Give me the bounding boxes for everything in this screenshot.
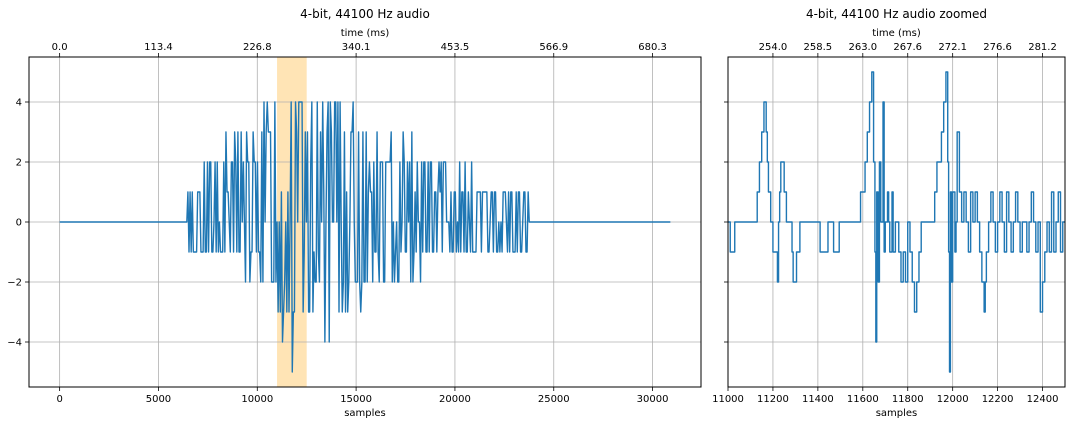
y-tick-label: −4	[7, 338, 22, 349]
x-tick-label: 30000	[637, 394, 669, 405]
top-axis-label: time (ms)	[341, 28, 390, 39]
chart-title: 4-bit, 44100 Hz audio zoomed	[806, 7, 987, 21]
y-tick-label: −2	[7, 278, 22, 289]
zoomed-waveform-chart: 11000 11200 11400 11600 11800 12000 12200 12400…	[712, 7, 1066, 419]
waveform-series	[728, 71, 1065, 373]
waveform-series	[59, 101, 671, 373]
top-tick-label: 0.0	[52, 42, 68, 53]
top-tick-label: 680.3	[638, 42, 667, 53]
top-tick-label: 263.0	[848, 42, 877, 53]
top-tick-label: 453.5	[441, 42, 470, 53]
x-tick-label: 20000	[439, 394, 471, 405]
x-tick-label: 11400	[802, 394, 834, 405]
main-waveform-chart: 0 5000 10000 15000 20000 25000 30000 −4 −2 0 2 4 0…	[7, 7, 702, 419]
top-tick-label: 340.1	[342, 42, 371, 53]
top-axis-ticks: 0.0 113.4 226.8 340.1 453.5 566.9 680.3	[52, 42, 667, 57]
x-axis-label: samples	[344, 408, 386, 419]
series-line	[59, 101, 671, 373]
x-axis-ticks: 0 5000 10000 15000 20000 25000 30000	[56, 387, 668, 405]
top-tick-label: 267.6	[893, 42, 922, 53]
x-tick-label: 15000	[340, 394, 372, 405]
x-tick-label: 25000	[538, 394, 570, 405]
y-tick-label: 2	[16, 158, 22, 169]
y-axis-ticks	[724, 101, 728, 343]
x-tick-label: 11200	[757, 394, 789, 405]
top-tick-label: 566.9	[539, 42, 568, 53]
x-tick-label: 10000	[241, 394, 273, 405]
x-tick-label: 12200	[982, 394, 1014, 405]
x-axis-label: samples	[876, 408, 918, 419]
top-tick-label: 258.5	[804, 42, 833, 53]
x-tick-label: 5000	[146, 394, 171, 405]
x-tick-label: 11800	[892, 394, 924, 405]
y-axis-ticks: −4 −2 0 2 4	[7, 98, 29, 349]
series-line	[728, 71, 1065, 373]
x-axis-ticks: 11000 11200 11400 11600 11800 12000 12200 12400	[712, 387, 1058, 405]
top-tick-label: 272.1	[938, 42, 967, 53]
x-tick-label: 0	[56, 394, 62, 405]
top-tick-label: 276.6	[983, 42, 1012, 53]
x-tick-label: 12400	[1027, 394, 1059, 405]
top-tick-label: 254.0	[759, 42, 788, 53]
x-tick-label: 12000	[937, 394, 969, 405]
top-axis-ticks: 254.0 258.5 263.0 267.6 272.1 276.6 281.2	[759, 42, 1057, 57]
y-tick-label: 4	[16, 98, 22, 109]
y-tick-label: 0	[16, 218, 22, 229]
top-axis-label: time (ms)	[872, 28, 921, 39]
x-tick-label: 11600	[847, 394, 879, 405]
top-tick-label: 281.2	[1028, 42, 1057, 53]
x-tick-label: 11000	[712, 394, 744, 405]
chart-title: 4-bit, 44100 Hz audio	[300, 7, 430, 21]
top-tick-label: 226.8	[243, 42, 272, 53]
top-tick-label: 113.4	[144, 42, 173, 53]
